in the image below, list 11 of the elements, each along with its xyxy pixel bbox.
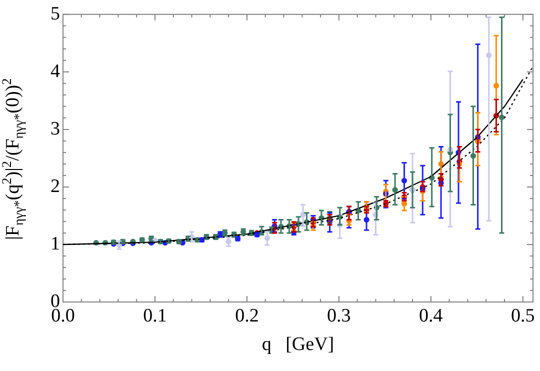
x-tick-label: 0.5 <box>511 305 535 326</box>
y-tick-label: 3 <box>50 118 60 140</box>
x-axis-title: q [GeV] <box>260 334 336 356</box>
y-tick-label: 1 <box>50 233 60 254</box>
x-tick-label: 0.1 <box>143 305 167 326</box>
y-tick-label: 4 <box>50 60 60 82</box>
x-tick-label: 0.2 <box>235 305 259 326</box>
y-tick-label: 2 <box>50 176 60 197</box>
x-tick-label: 0.4 <box>419 305 444 326</box>
x-tick-label: 0.3 <box>327 305 351 326</box>
y-tick-label: 5 <box>50 3 60 24</box>
